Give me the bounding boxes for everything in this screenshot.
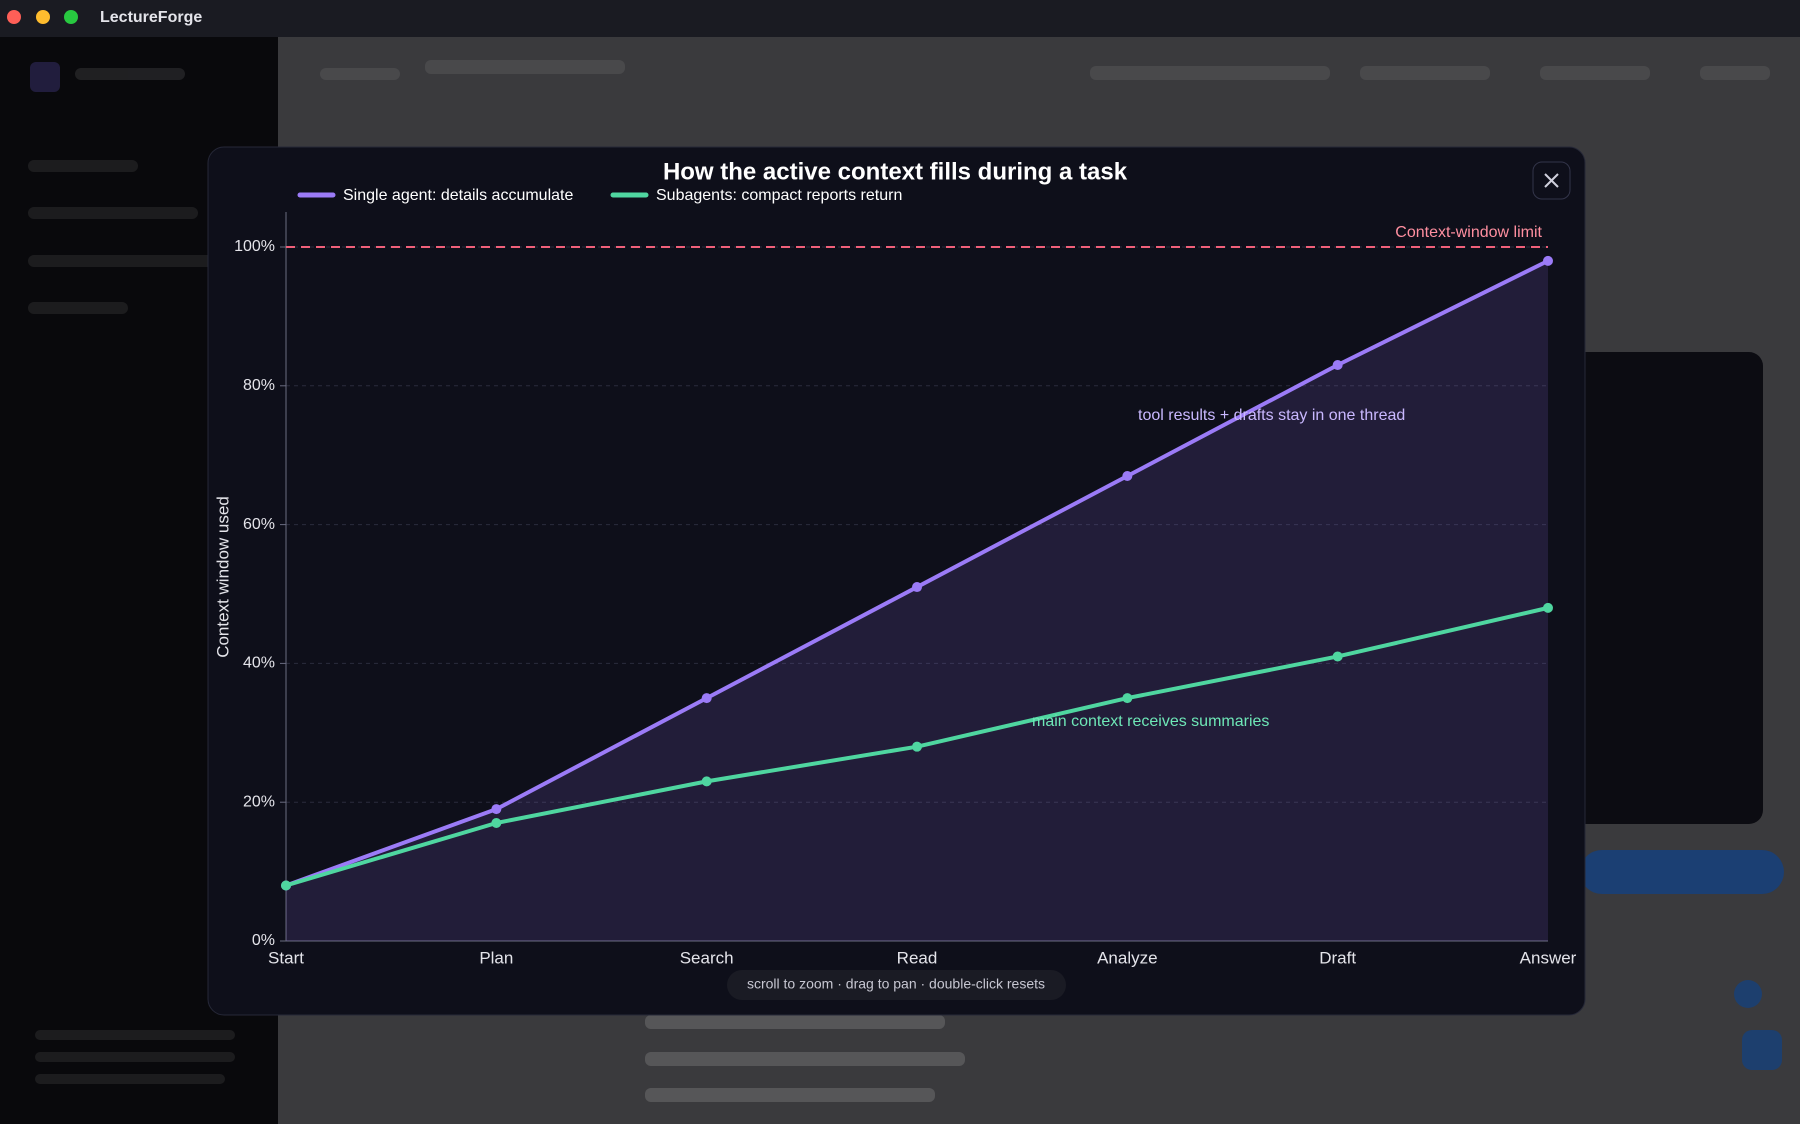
- y-tick-label: 0%: [252, 932, 275, 949]
- data-point: [1122, 471, 1133, 482]
- placeholder: [645, 1088, 935, 1102]
- y-tick-label: 80%: [243, 377, 275, 394]
- y-axis-label: Context window used: [213, 496, 232, 658]
- plot: 0% 20% 40% 60% 80% 100% Start Plan Search Read Ana…: [234, 187, 1577, 967]
- placeholder: [28, 160, 138, 172]
- y-tick-label: 60%: [243, 516, 275, 533]
- data-point: [281, 880, 291, 891]
- data-point: [912, 582, 922, 593]
- placeholder: [645, 1052, 965, 1066]
- x-tick-label: Search: [680, 948, 734, 967]
- data-point: [491, 818, 502, 829]
- data-point: [1332, 651, 1343, 662]
- close-window[interactable]: [7, 10, 21, 24]
- x-tick-label: Read: [897, 948, 938, 967]
- placeholder: [1090, 66, 1330, 80]
- chart-modal: [207, 146, 1586, 1016]
- placeholder: [35, 1030, 235, 1040]
- data-point: [912, 741, 922, 752]
- send-button: [1742, 1030, 1782, 1070]
- placeholder: [28, 302, 128, 314]
- placeholder: [75, 68, 185, 80]
- placeholder: [35, 1074, 225, 1084]
- x-tick-label: Answer: [1520, 948, 1577, 967]
- blurred-content: [28, 60, 1770, 1102]
- dot: [1734, 980, 1762, 1008]
- close-button[interactable]: [1532, 161, 1571, 200]
- placeholder: [1540, 66, 1650, 80]
- legend-label: Single agent: details accumulate: [343, 187, 573, 204]
- title-bar: [0, 0, 1800, 37]
- placeholder: [1700, 66, 1770, 80]
- placeholder: [28, 255, 218, 267]
- y-tick-label: 40%: [243, 655, 275, 672]
- preview-card: [1560, 352, 1763, 824]
- limit-label: Context-window limit: [1395, 224, 1542, 241]
- app-title: LectureForge: [100, 9, 202, 26]
- y-tick-label: 20%: [243, 793, 275, 810]
- data-point: [491, 804, 502, 815]
- x-tick-label: Start: [268, 948, 304, 967]
- data-point: [1332, 359, 1343, 370]
- minimize-window[interactable]: [36, 10, 50, 24]
- data-point: [701, 693, 712, 704]
- annotation: main context receives summaries: [1032, 713, 1269, 730]
- placeholder: [35, 1052, 235, 1062]
- data-point: [701, 776, 712, 787]
- placeholder: [28, 207, 198, 219]
- hint-pill: [727, 970, 1066, 1000]
- placeholder: [320, 68, 400, 80]
- data-point: [1122, 693, 1133, 704]
- chart-title: How the active context fills during a ta…: [663, 158, 1128, 185]
- area: [286, 260, 1548, 941]
- x-tick-label: Draft: [1319, 948, 1356, 967]
- placeholder: [1360, 66, 1490, 80]
- annotation: tool results + drafts stay in one thread: [1138, 407, 1405, 424]
- x-tick-label: Analyze: [1097, 948, 1157, 967]
- logo: [30, 62, 60, 92]
- hint: scroll to zoom · drag to pan · double-cl…: [747, 976, 1045, 992]
- legend-label: Subagents: compact reports return: [656, 187, 902, 204]
- y-tick-label: 100%: [234, 238, 275, 255]
- x-tick-label: Plan: [479, 948, 513, 967]
- data-point: [1543, 602, 1553, 613]
- placeholder: [645, 1015, 945, 1029]
- pill-button: [1580, 850, 1784, 894]
- data-point: [1543, 255, 1553, 266]
- placeholder: [425, 60, 625, 74]
- zoom-window[interactable]: [64, 10, 78, 24]
- close-icon: [1544, 173, 1559, 188]
